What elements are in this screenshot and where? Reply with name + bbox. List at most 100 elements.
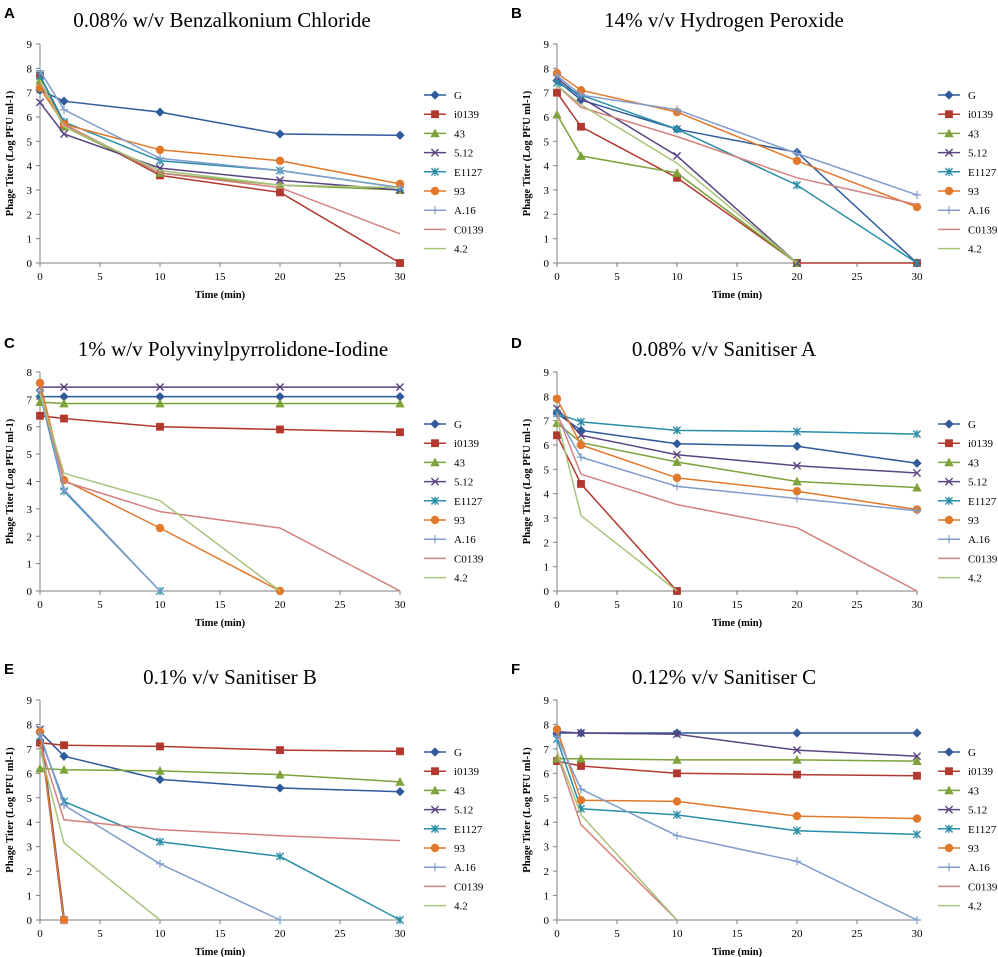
legend-label: 93 (454, 186, 466, 198)
y-tick-label: 8 (27, 63, 33, 75)
legend-marker (944, 206, 954, 215)
x-tick-label: 25 (335, 928, 347, 940)
y-tick-label: 6 (544, 768, 550, 780)
x-tick-label: 25 (335, 271, 347, 283)
x-tick-label: 25 (852, 928, 864, 940)
legend-item: 93 (938, 186, 980, 198)
legend-label: 43 (968, 785, 980, 797)
y-tick-label: 4 (544, 817, 550, 829)
data-point (276, 746, 284, 755)
legend-marker (430, 496, 440, 505)
series-line (39, 87, 401, 185)
series-line (556, 760, 918, 777)
legend-marker (430, 206, 440, 215)
legend-item: 5.12 (424, 477, 473, 489)
legend-item: E1127 (938, 167, 997, 179)
legend-label: A.16 (454, 205, 476, 217)
y-tick-label: 5 (544, 136, 550, 148)
data-point (59, 382, 69, 392)
legend-label: E1127 (454, 167, 483, 179)
legend-marker (944, 747, 954, 757)
x-tick-label: 20 (275, 599, 287, 611)
x-tick-label: 10 (155, 928, 167, 940)
y-tick-label: 3 (27, 504, 33, 516)
y-tick-label: 6 (27, 768, 33, 780)
legend-label: G (968, 419, 976, 431)
legend-item: 4.2 (938, 244, 982, 256)
series-line (557, 757, 918, 762)
data-point (672, 105, 682, 114)
data-point (912, 506, 922, 515)
legend-item: G (424, 419, 462, 431)
series-i0139 (36, 71, 404, 267)
y-tick-label: 2 (544, 866, 550, 878)
data-point (792, 461, 802, 470)
x-tick-label: 30 (395, 599, 407, 611)
data-point (59, 485, 69, 494)
data-point (395, 130, 405, 140)
legend-label: E1127 (968, 167, 997, 179)
y-tick-label: 3 (544, 185, 550, 197)
legend-marker (944, 477, 954, 486)
series-4.2 (556, 751, 678, 921)
series-line (39, 80, 401, 189)
series-line (39, 89, 401, 137)
data-point (552, 71, 562, 80)
legend-marker (430, 457, 440, 467)
series-4.2 (39, 80, 401, 189)
legend-label: i0139 (968, 766, 994, 778)
series-93 (35, 378, 285, 596)
x-tick-label: 5 (614, 928, 620, 940)
x-tick-label: 0 (37, 599, 43, 611)
x-tick-label: 20 (792, 928, 804, 940)
data-point (155, 107, 165, 117)
x-tick-label: 10 (155, 599, 167, 611)
x-tick-label: 10 (672, 599, 684, 611)
legend-marker (430, 785, 440, 795)
data-point (275, 166, 285, 175)
legend-label: 4.2 (968, 573, 982, 585)
legend-label: 93 (968, 186, 980, 198)
y-tick-label: 7 (544, 744, 550, 756)
data-point (792, 728, 802, 738)
data-point (577, 122, 585, 131)
legend-marker (431, 110, 439, 119)
data-point (155, 145, 165, 155)
data-point (577, 762, 585, 770)
series-line (556, 731, 918, 757)
legend-label: C0139 (454, 553, 484, 565)
legend-marker (944, 419, 954, 429)
data-point (912, 458, 922, 468)
data-point (155, 586, 165, 596)
legend-label: C0139 (968, 224, 998, 236)
series-C0139 (556, 84, 918, 206)
legend-label: 93 (454, 843, 466, 855)
data-point (912, 482, 922, 492)
x-tick-label: 15 (215, 271, 227, 283)
data-point (59, 764, 69, 774)
legend-label: 4.2 (454, 244, 468, 256)
x-tick-label: 10 (155, 271, 167, 283)
series-line (39, 742, 401, 753)
y-tick-label: 2 (544, 537, 550, 549)
series-line (556, 415, 918, 512)
chart-title: 0.08% w/v Benzalkonium Chloride (73, 8, 370, 32)
legend-marker (430, 90, 440, 100)
series-line (556, 413, 918, 592)
data-point (912, 728, 922, 738)
data-point (155, 523, 165, 533)
legend-label: G (968, 90, 976, 102)
data-point (35, 763, 45, 773)
legend-marker (430, 535, 440, 544)
y-tick-label: 1 (27, 234, 33, 246)
legend-marker (430, 419, 440, 429)
x-tick-label: 10 (672, 271, 684, 283)
legend-label: 5.12 (454, 148, 473, 160)
data-point (672, 730, 682, 739)
x-tick-label: 0 (554, 599, 560, 611)
data-point (396, 259, 404, 267)
series-line (39, 70, 401, 189)
x-tick-label: 30 (912, 271, 924, 283)
data-point (792, 441, 802, 451)
